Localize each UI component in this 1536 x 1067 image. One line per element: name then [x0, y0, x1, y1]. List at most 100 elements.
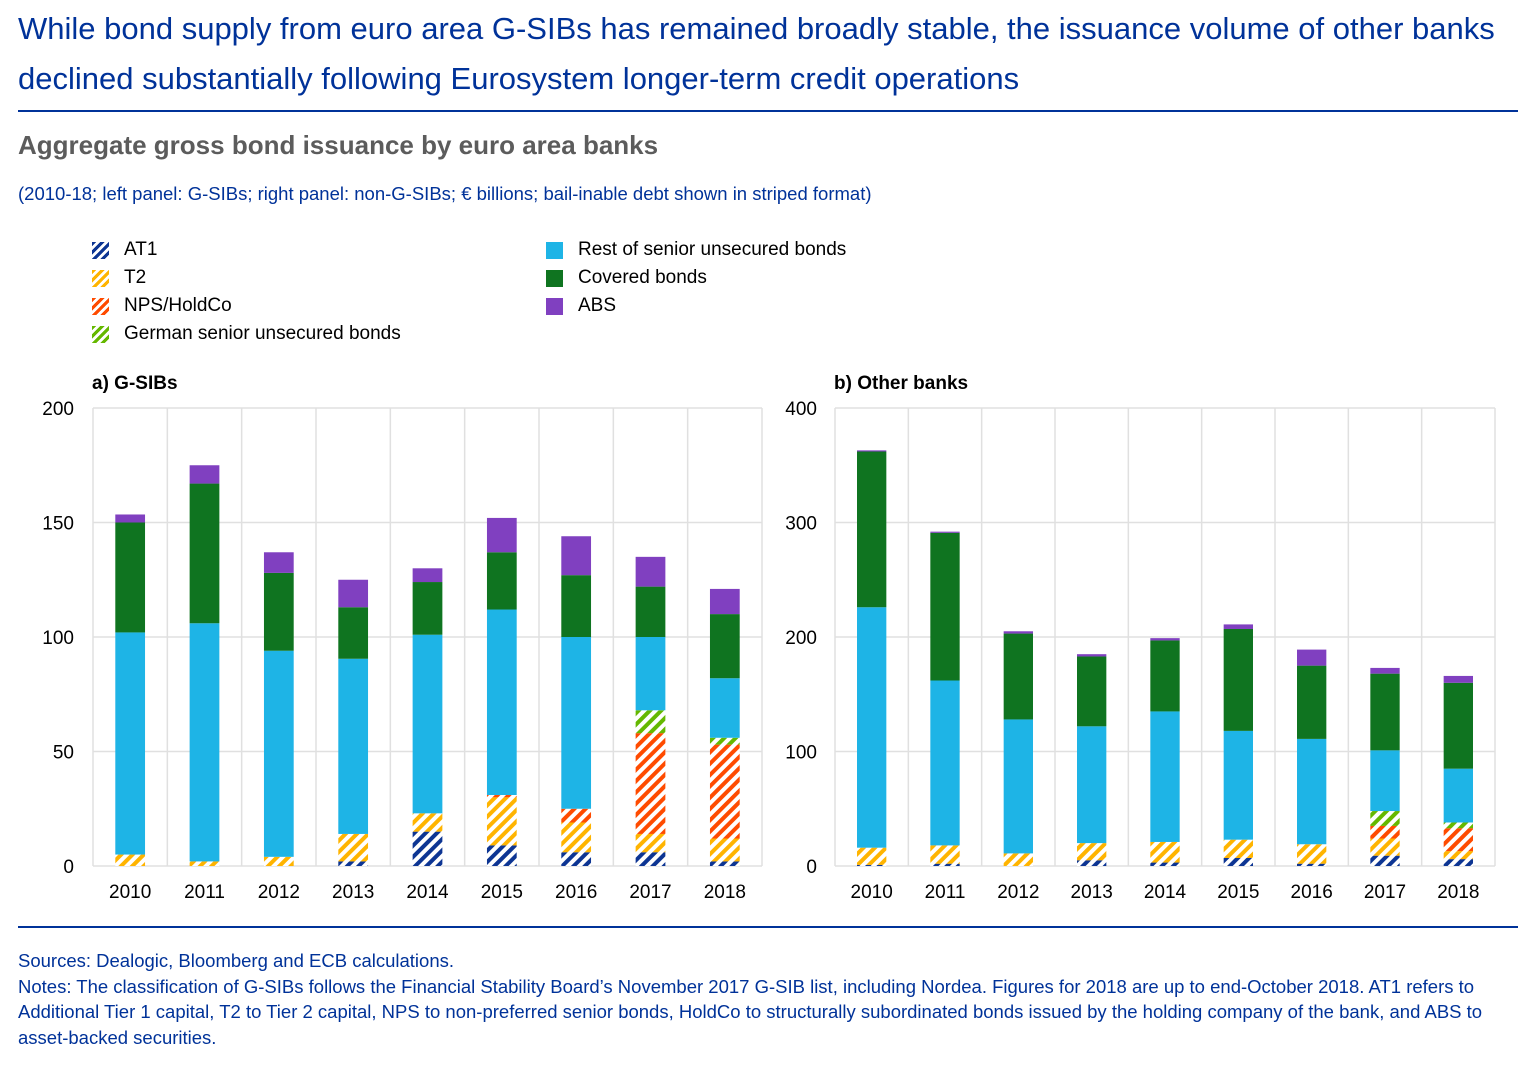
legend-item-covered: Covered bonds [546, 267, 707, 289]
x-tick-label: 2012 [258, 882, 300, 903]
bar-segment-rest-of-senior-unsecured-bonds [1370, 750, 1400, 812]
bar-segment-abs [930, 531, 960, 533]
x-tick-label: 2016 [555, 882, 597, 903]
bar-segment-rest-of-senior-unsecured-bonds [857, 607, 887, 848]
legend-swatch-rest-senior [546, 241, 563, 259]
bar-segment-covered-bonds [1150, 640, 1180, 712]
panel-other-banks: 0 100 200 300 400 2010 2011 2012 2013 2014 2015 201… [785, 399, 1496, 903]
x-tick-label: 2017 [629, 882, 671, 903]
bar-segment-t2 [930, 845, 960, 864]
bar-segment-abs [1003, 631, 1033, 634]
bar-segment-covered-bonds [635, 586, 666, 637]
bar-segment-rest-of-senior-unsecured-bonds [115, 632, 146, 855]
legend-label: ABS [578, 295, 617, 316]
bar-segment-german-senior-unsecured-bonds [635, 710, 666, 734]
x-tick-label: 2014 [406, 882, 449, 903]
x-tick-label: 2010 [109, 882, 151, 903]
bar-segment-covered-bonds [1223, 628, 1253, 731]
x-tick-label: 2013 [1071, 882, 1113, 903]
bar-segment-abs [189, 465, 220, 484]
y-tick-label: 50 [53, 743, 74, 764]
bar-segment-covered-bonds [857, 451, 887, 608]
bar-segment-abs [635, 556, 666, 587]
legend-label: Covered bonds [578, 267, 707, 288]
bar-segment-covered-bonds [1297, 665, 1327, 739]
bar-segment-t2 [412, 813, 443, 832]
x-tick-label: 2012 [997, 882, 1039, 903]
legend-label: Rest of senior unsecured bonds [578, 239, 847, 260]
bar-segment-covered-bonds [1003, 633, 1033, 720]
bar-segment-nps-holdco [635, 733, 666, 834]
bar-segment-at1 [412, 831, 443, 866]
bar-segment-at1 [635, 852, 666, 866]
bar-segment-rest-of-senior-unsecured-bonds [1297, 738, 1327, 845]
x-tick-label: 2018 [704, 882, 746, 903]
bar-segment-rest-of-senior-unsecured-bonds [1150, 711, 1180, 842]
notes-text: Notes: The classification of G-SIBs foll… [18, 975, 1483, 1048]
bar-segment-rest-of-senior-unsecured-bonds [1223, 730, 1253, 840]
legend-label: T2 [124, 267, 147, 288]
bar-segment-at1 [561, 852, 592, 866]
bar-segment-nps-holdco [561, 808, 592, 823]
x-tick-label: 2010 [851, 882, 893, 903]
legend-item-at1: AT1 [92, 239, 157, 261]
bar-segment-t2 [561, 822, 592, 853]
bar-segment-covered-bonds [263, 572, 294, 651]
y-tick-label: 200 [785, 628, 817, 649]
bar-segment-at1 [930, 863, 960, 866]
bar-segment-abs [561, 536, 592, 576]
bar-segment-t2 [1443, 851, 1473, 860]
bar-segment-nps-holdco [709, 744, 740, 839]
x-tick-label: 2015 [481, 882, 523, 903]
legend-item-abs: ABS [546, 295, 616, 317]
bar-segment-abs [1370, 667, 1400, 674]
bar-segment-abs [486, 517, 517, 553]
bar-segment-nps-holdco [486, 795, 517, 798]
bar-segment-abs [263, 552, 294, 573]
chart-title: Aggregate gross bond issuance by euro ar… [18, 130, 659, 160]
bar-segment-covered-bonds [561, 575, 592, 637]
chart-caption: (2010-18; left panel: G-SIBs; right pane… [18, 183, 872, 204]
bar-segment-rest-of-senior-unsecured-bonds [1443, 768, 1473, 823]
bar-segment-abs [115, 514, 146, 523]
bar-segment-rest-of-senior-unsecured-bonds [1003, 719, 1033, 854]
bar-segment-german-senior-unsecured-bonds [709, 737, 740, 745]
sources-text: Sources: Dealogic, Bloomberg and ECB cal… [18, 950, 455, 971]
bar-segment-t2 [263, 856, 294, 866]
bar-segment-rest-of-senior-unsecured-bonds [561, 637, 592, 809]
x-tick-label: 2013 [332, 882, 374, 903]
bar-segment-rest-of-senior-unsecured-bonds [635, 637, 666, 711]
bar-segment-t2 [857, 847, 887, 865]
bar-segment-rest-of-senior-unsecured-bonds [189, 623, 220, 862]
bar-segment-t2 [1370, 838, 1400, 856]
bar-segment-t2 [1077, 843, 1107, 861]
bar-segment-abs [1443, 675, 1473, 683]
bar-segment-t2 [338, 833, 369, 862]
legend-swatch-nps-holdco [92, 297, 109, 315]
bar-segment-covered-bonds [709, 614, 740, 679]
bar-segment-abs [1297, 649, 1327, 666]
x-tick-label: 2017 [1364, 882, 1406, 903]
bar-segment-abs [709, 588, 740, 615]
bar-segment-rest-of-senior-unsecured-bonds [930, 680, 960, 846]
y-tick-label: 0 [63, 857, 74, 878]
bar-segment-abs [338, 579, 369, 608]
legend-item-german-senior: German senior unsecured bonds [92, 323, 401, 345]
bar-segment-abs [857, 450, 887, 452]
bar-segment-abs [1223, 624, 1253, 629]
panel-title-gsibs: a) G-SIBs [92, 373, 178, 394]
legend-item-nps-holdco: NPS/HoldCo [92, 295, 232, 317]
legend-item-t2: T2 [92, 267, 146, 289]
legend-swatch-t2 [92, 269, 109, 287]
bar-segment-rest-of-senior-unsecured-bonds [709, 678, 740, 738]
x-tick-label: 2011 [184, 882, 225, 903]
bar-segment-covered-bonds [486, 552, 517, 610]
x-tick-label: 2015 [1217, 882, 1259, 903]
bar-segment-german-senior-unsecured-bonds [1443, 822, 1473, 829]
bar-segment-t2 [709, 838, 740, 862]
bar-segment-nps-holdco [1443, 828, 1473, 852]
bar-segment-covered-bonds [1077, 656, 1107, 727]
legend-swatch-abs [546, 297, 563, 315]
bar-segment-rest-of-senior-unsecured-bonds [486, 609, 517, 796]
